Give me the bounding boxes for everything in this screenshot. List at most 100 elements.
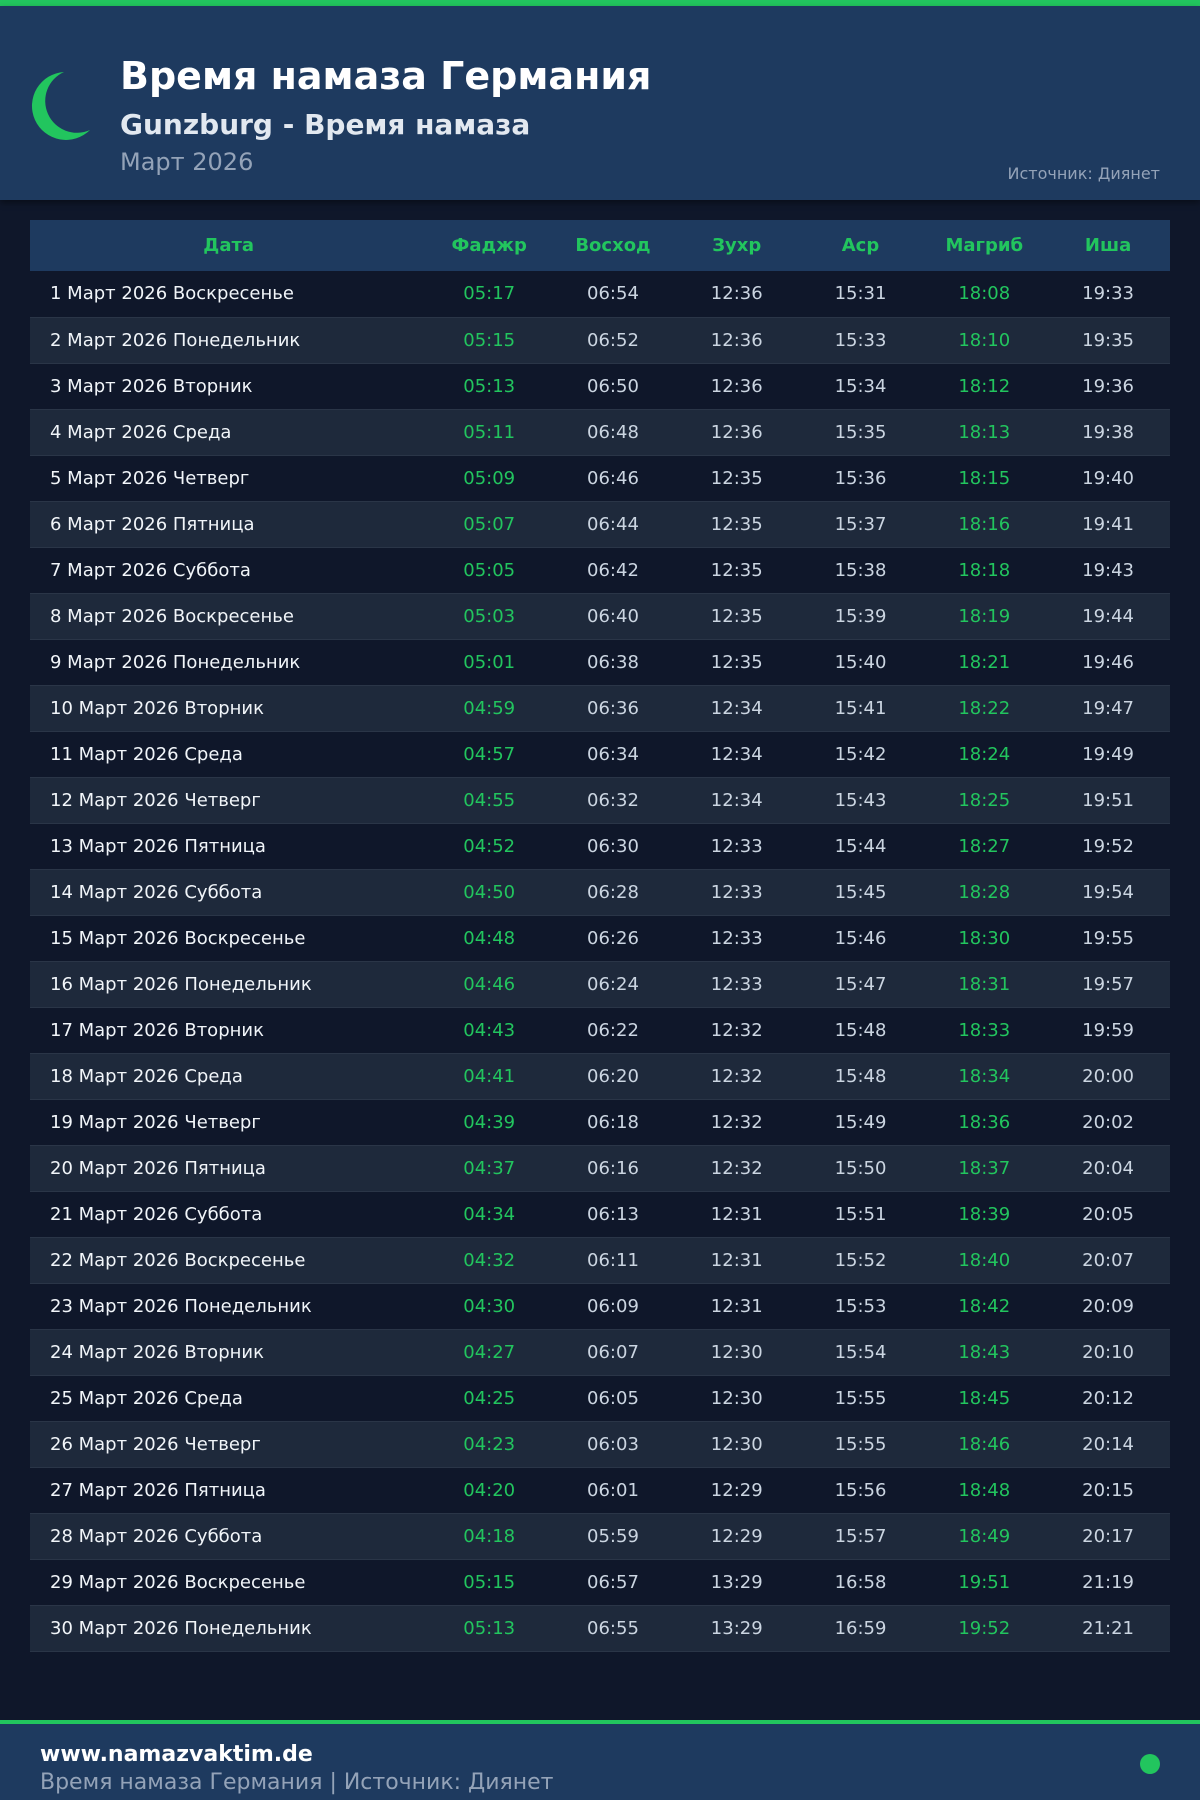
cell-asr: 15:47 bbox=[834, 973, 887, 995]
cell-isha: 19:36 bbox=[1082, 375, 1135, 397]
cell-date: 1 Март 2026 Воскресенье bbox=[50, 283, 294, 305]
column-header-asr: Аср bbox=[841, 235, 880, 256]
cell-fajr: 04:32 bbox=[463, 1249, 516, 1271]
table-row: 2 Март 2026 Понедельник 05:15 06:52 12:36 15… bbox=[30, 317, 1170, 363]
cell-dhuhr: 13:29 bbox=[710, 1617, 763, 1639]
cell-dhuhr: 12:32 bbox=[710, 1157, 763, 1179]
cell-fajr: 05:13 bbox=[463, 1617, 516, 1639]
cell-asr: 15:38 bbox=[834, 559, 887, 581]
cell-sunrise: 06:48 bbox=[587, 421, 639, 443]
table-row: 17 Март 2026 Вторник 04:43 06:22 12:32 15:48… bbox=[30, 1007, 1170, 1053]
table-row: 13 Март 2026 Пятница 04:52 06:30 12:33 15:44… bbox=[30, 823, 1170, 869]
footer-site: www.namazvaktim.de bbox=[40, 1742, 313, 1767]
cell-date: 27 Март 2026 Пятница bbox=[50, 1479, 266, 1501]
cell-sunrise: 06:09 bbox=[587, 1295, 639, 1317]
cell-asr: 15:36 bbox=[834, 467, 887, 489]
table-row: 30 Март 2026 Понедельник 05:13 06:55 13:29 1… bbox=[30, 1605, 1170, 1651]
cell-isha: 20:17 bbox=[1082, 1525, 1135, 1547]
cell-isha: 19:52 bbox=[1082, 835, 1135, 857]
cell-isha: 20:10 bbox=[1082, 1341, 1135, 1363]
table-row: 16 Март 2026 Понедельник 04:46 06:24 12:33 1… bbox=[30, 961, 1170, 1007]
cell-dhuhr: 12:30 bbox=[710, 1387, 763, 1409]
cell-asr: 15:44 bbox=[834, 835, 887, 857]
cell-sunrise: 06:20 bbox=[587, 1065, 639, 1087]
cell-maghrib: 18:39 bbox=[958, 1203, 1011, 1225]
cell-date: 6 Март 2026 Пятница bbox=[50, 513, 255, 535]
cell-sunrise: 06:34 bbox=[587, 743, 639, 765]
cell-isha: 19:47 bbox=[1082, 697, 1135, 719]
cell-sunrise: 06:24 bbox=[587, 973, 639, 995]
cell-asr: 15:57 bbox=[834, 1525, 887, 1547]
table-row: 22 Март 2026 Воскресенье 04:32 06:11 12:31 1… bbox=[30, 1237, 1170, 1283]
cell-dhuhr: 12:32 bbox=[710, 1019, 763, 1041]
cell-dhuhr: 12:33 bbox=[710, 835, 763, 857]
cell-fajr: 04:43 bbox=[463, 1019, 516, 1041]
cell-sunrise: 06:57 bbox=[587, 1571, 639, 1593]
table-row: 6 Март 2026 Пятница 05:07 06:44 12:35 15:37 1… bbox=[30, 501, 1170, 547]
table-row: 4 Март 2026 Среда 05:11 06:48 12:36 15:35 18:… bbox=[30, 409, 1170, 455]
cell-asr: 15:34 bbox=[834, 375, 887, 397]
cell-sunrise: 06:16 bbox=[587, 1157, 639, 1179]
cell-fajr: 05:07 bbox=[463, 513, 516, 535]
cell-dhuhr: 12:35 bbox=[710, 559, 763, 581]
table-row: 23 Март 2026 Понедельник 04:30 06:09 12:31 1… bbox=[30, 1283, 1170, 1329]
table-row: 9 Март 2026 Понедельник 05:01 06:38 12:35 15… bbox=[30, 639, 1170, 685]
cell-date: 2 Март 2026 Понедельник bbox=[50, 329, 301, 351]
cell-maghrib: 18:25 bbox=[958, 789, 1011, 811]
cell-asr: 15:48 bbox=[834, 1065, 887, 1087]
cell-maghrib: 19:52 bbox=[958, 1617, 1011, 1639]
cell-asr: 15:35 bbox=[834, 421, 887, 443]
column-header-sunrise: Восход bbox=[575, 235, 651, 256]
cell-dhuhr: 12:30 bbox=[710, 1341, 763, 1363]
cell-isha: 20:07 bbox=[1082, 1249, 1135, 1271]
cell-fajr: 04:59 bbox=[463, 697, 516, 719]
cell-fajr: 05:15 bbox=[463, 1571, 516, 1593]
cell-asr: 15:50 bbox=[834, 1157, 887, 1179]
cell-isha: 20:05 bbox=[1082, 1203, 1135, 1225]
cell-isha: 20:14 bbox=[1082, 1433, 1135, 1455]
cell-asr: 15:40 bbox=[834, 651, 887, 673]
cell-date: 9 Март 2026 Понедельник bbox=[50, 651, 301, 673]
cell-fajr: 04:25 bbox=[463, 1387, 516, 1409]
cell-fajr: 04:23 bbox=[463, 1433, 516, 1455]
cell-date: 13 Март 2026 Пятница bbox=[50, 835, 266, 857]
table-row: 8 Март 2026 Воскресенье 05:03 06:40 12:35 15… bbox=[30, 593, 1170, 639]
cell-date: 19 Март 2026 Четверг bbox=[50, 1111, 261, 1133]
cell-fajr: 05:15 bbox=[463, 329, 516, 351]
column-header-maghrib: Магриб bbox=[945, 235, 1024, 256]
cell-sunrise: 06:55 bbox=[587, 1617, 639, 1639]
cell-isha: 20:15 bbox=[1082, 1479, 1135, 1501]
cell-dhuhr: 12:33 bbox=[710, 973, 763, 995]
cell-date: 7 Март 2026 Суббота bbox=[50, 559, 251, 581]
cell-date: 22 Март 2026 Воскресенье bbox=[50, 1249, 306, 1271]
table-row: 1 Март 2026 Воскресенье 05:17 06:54 12:36 15… bbox=[30, 271, 1170, 317]
cell-date: 12 Март 2026 Четверг bbox=[50, 789, 261, 811]
table-row: 12 Март 2026 Четверг 04:55 06:32 12:34 15:43… bbox=[30, 777, 1170, 823]
cell-maghrib: 18:45 bbox=[958, 1387, 1011, 1409]
cell-fajr: 04:48 bbox=[463, 927, 516, 949]
table-row: 11 Март 2026 Среда 04:57 06:34 12:34 15:42 18… bbox=[30, 731, 1170, 777]
cell-dhuhr: 12:31 bbox=[710, 1249, 763, 1271]
cell-fajr: 05:03 bbox=[463, 605, 516, 627]
cell-sunrise: 05:59 bbox=[587, 1525, 639, 1547]
cell-fajr: 04:39 bbox=[463, 1111, 516, 1133]
source-label: Источник: Диянет bbox=[1007, 164, 1160, 183]
table-row: 15 Март 2026 Воскресенье 04:48 06:26 12:33 1… bbox=[30, 915, 1170, 961]
cell-sunrise: 06:32 bbox=[587, 789, 639, 811]
cell-dhuhr: 12:35 bbox=[710, 651, 763, 673]
cell-date: 10 Март 2026 Вторник bbox=[50, 697, 264, 719]
cell-fajr: 04:52 bbox=[463, 835, 516, 857]
cell-maghrib: 18:33 bbox=[958, 1019, 1011, 1041]
cell-dhuhr: 12:36 bbox=[710, 329, 763, 351]
cell-fajr: 04:41 bbox=[463, 1065, 516, 1087]
cell-asr: 15:45 bbox=[834, 881, 887, 903]
cell-asr: 15:41 bbox=[834, 697, 887, 719]
cell-dhuhr: 12:29 bbox=[710, 1479, 763, 1501]
cell-asr: 15:49 bbox=[834, 1111, 887, 1133]
cell-dhuhr: 12:35 bbox=[710, 605, 763, 627]
cell-isha: 19:35 bbox=[1082, 329, 1135, 351]
cell-sunrise: 06:42 bbox=[587, 559, 639, 581]
cell-maghrib: 18:22 bbox=[958, 697, 1011, 719]
cell-isha: 20:09 bbox=[1082, 1295, 1135, 1317]
cell-sunrise: 06:38 bbox=[587, 651, 639, 673]
